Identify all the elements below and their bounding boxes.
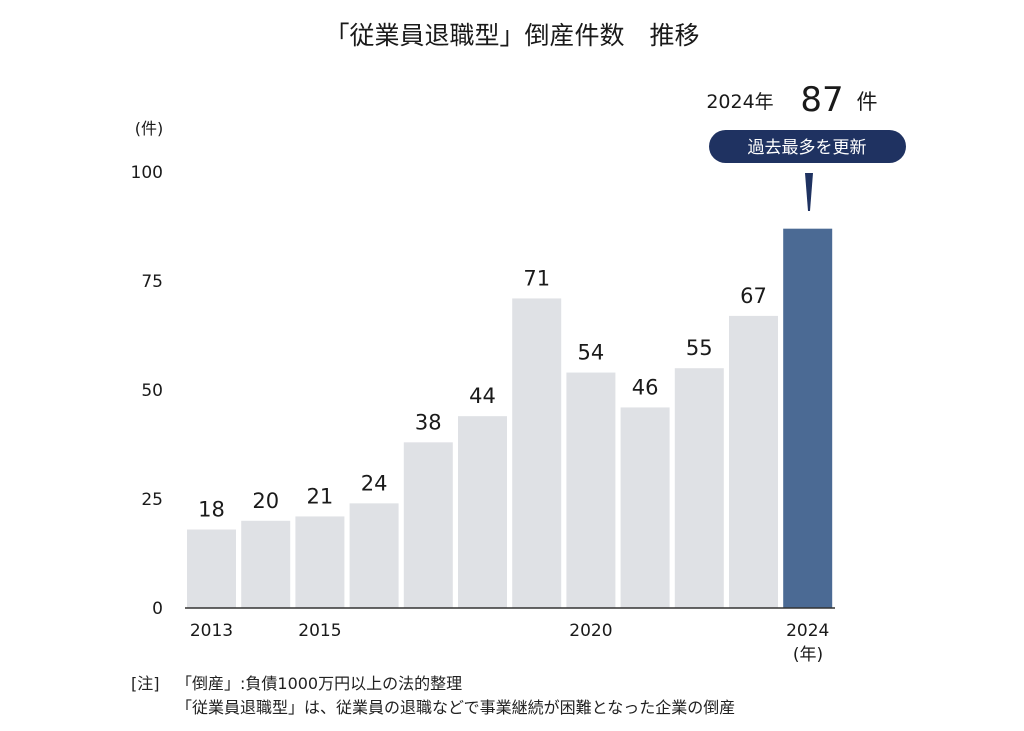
bar-2024 [783,228,833,608]
x-tick-label-2015: 2015 [298,621,341,641]
bar-2016 [349,503,399,608]
bar-2018 [458,416,507,608]
annotation-callout: 2024年 87 件 過去最多を更新 [706,80,906,211]
value-label-2022: 55 [686,336,713,360]
value-label-2015: 21 [307,484,334,508]
bar-2019 [512,298,562,608]
y-tick-label: 50 [141,381,163,401]
value-label-2019: 71 [523,266,550,290]
bar-2015 [295,516,345,608]
y-tick-label: 0 [152,599,163,619]
x-tick-label-2013: 2013 [190,621,233,641]
annotation-value: 87 [800,80,843,120]
y-axis-unit: (件) [135,119,164,138]
bar-2021 [620,407,670,608]
x-tick-label-2024: 2024 [786,621,829,641]
bar-2014 [241,520,291,608]
value-label-2014: 20 [252,489,279,513]
note-line-2: 「従業員退職型」は、従業員の退職などで事業継続が困難となった企業の倒産 [176,698,736,717]
bar-2022 [674,368,724,608]
note-label: [注] [131,674,160,693]
record-badge-text: 過去最多を更新 [748,138,867,158]
value-label-2018: 44 [469,384,496,408]
value-label-2013: 18 [198,498,225,522]
note-line-1: 「倒産」:負債1000万円以上の法的整理 [176,674,463,693]
annotation-unit: 件 [857,90,878,114]
callout-pointer [805,173,813,211]
value-label-2017: 38 [415,410,442,434]
x-axis-unit: (年) [793,645,823,665]
bar-2013 [187,529,236,608]
annotation-year: 2024年 [706,91,773,113]
y-tick-label: 100 [131,163,163,183]
bar-2017 [403,442,453,608]
y-tick-label: 25 [141,490,163,510]
bar-2020 [566,372,616,608]
y-tick-label: 75 [141,272,163,292]
value-label-2021: 46 [632,375,659,399]
record-badge [709,130,906,163]
value-label-2016: 24 [361,471,388,495]
value-label-2023: 67 [740,284,767,308]
chart-title: 「従業員退職型」倒産件数 推移 [324,21,699,50]
value-label-2020: 54 [578,341,605,365]
bar-2023 [729,315,778,608]
x-tick-label-2020: 2020 [569,621,612,641]
